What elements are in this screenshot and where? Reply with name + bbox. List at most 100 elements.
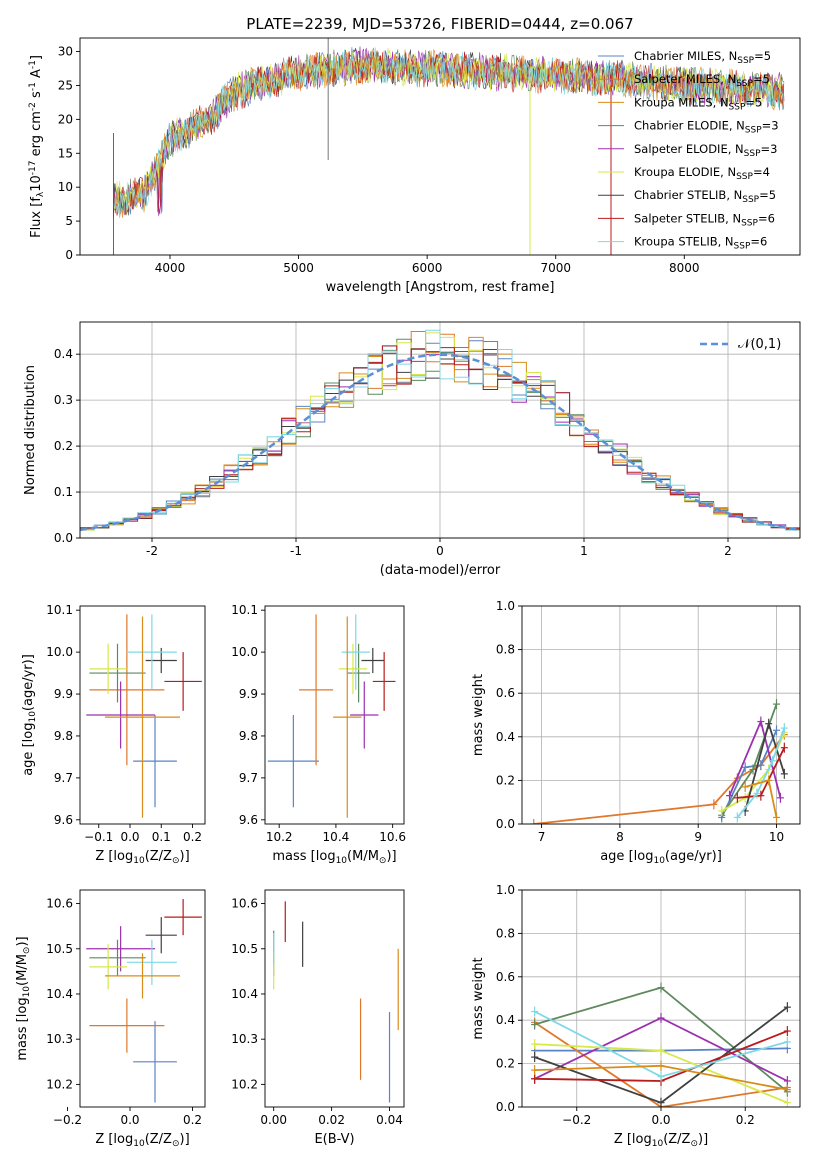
- y-tick-label: 9.8: [54, 729, 73, 743]
- y-tick-label: 10.3: [46, 1032, 73, 1046]
- text-span: =6: [750, 235, 767, 249]
- text-span: 10: [28, 711, 38, 723]
- plot-area: [267, 614, 396, 818]
- y-tick-label: 10.4: [46, 987, 73, 1001]
- panel-mass_vs_Z: −0.2 0.0 0.210.210.310.410.510.6Z [log10(Z…: [15, 889, 206, 1149]
- text-span: =6: [758, 211, 775, 225]
- text-span: Salpeter ELODIE, N: [634, 142, 744, 156]
- text-span: =5: [745, 95, 762, 109]
- y-tick-label: 9.6: [54, 813, 73, 827]
- x-axis-label: Z [log10(Z/Z⊙)]: [614, 1132, 708, 1149]
- x-tick-label: 0.04: [376, 1113, 403, 1127]
- text-span: =5: [754, 49, 771, 63]
- x-tick-label: 0.00: [260, 1113, 287, 1127]
- text-span: SSP: [744, 149, 761, 159]
- y-tick-label: 0.2: [496, 773, 515, 787]
- y-tick-label: 0.3: [54, 393, 73, 407]
- legend-label: Kroupa STELIB, NSSP=6: [634, 235, 767, 252]
- normal-reference-curve: [80, 353, 800, 532]
- text-span: )]: [15, 936, 30, 946]
- axes-frame: [264, 889, 405, 1108]
- text-span: 10: [22, 986, 32, 998]
- panel-age_vs_mass: 10.2 10.4 10.6 9.6 9.7 9.8 9.9 10.0 10.1 mass [lo…: [231, 603, 406, 866]
- histogram-series-8: [80, 329, 800, 531]
- text-span: SSP: [736, 172, 753, 182]
- y-tick-label: 0.8: [496, 643, 515, 657]
- text-span: )]: [698, 1132, 708, 1147]
- text-span: Salpeter MILES, N: [634, 72, 736, 86]
- legend-label: Kroupa MILES, NSSP=5: [634, 95, 762, 112]
- text-span: E(B-V): [314, 1132, 354, 1147]
- text-span: SSP: [742, 195, 759, 205]
- text-span: =4: [753, 165, 770, 179]
- x-tick-label: 0.02: [318, 1113, 345, 1127]
- y-tick-label: 0.4: [496, 730, 515, 744]
- x-tick-label: 2: [724, 544, 732, 558]
- y-tick-label: 9.7: [239, 771, 258, 785]
- text-span: (age/yr)]: [21, 654, 36, 711]
- x-tick-label: 4000: [155, 261, 186, 275]
- y-tick-label: 20: [58, 112, 73, 126]
- text-span: Chabrier ELODIE, N: [634, 119, 745, 133]
- weight-line-7: [736, 727, 786, 819]
- x-tick-label: 0.2: [183, 1113, 202, 1127]
- y-tick-label: 0.2: [496, 1057, 515, 1071]
- y-tick-label: 10.2: [46, 1077, 73, 1091]
- y-tick-label: 9.7: [54, 771, 73, 785]
- x-axis-label: E(B-V): [314, 1132, 354, 1147]
- y-tick-label: 30: [58, 45, 73, 59]
- y-tick-label: 10.5: [46, 942, 73, 956]
- y-tick-label: 0.0: [54, 531, 73, 545]
- text-span: ⊙: [172, 856, 180, 866]
- text-span: -2: [28, 102, 38, 111]
- y-tick-label: 10.6: [46, 897, 73, 911]
- text-span: 10: [29, 175, 44, 192]
- spectrum-line-8: [113, 47, 785, 219]
- panel-weight_vs_Z: −0.2 0.0 0.2 0.0 0.2 0.4 0.6 0.8 1.0 Z [log10(Z/Z…: [471, 883, 801, 1149]
- legend: 𝒩(0,1): [700, 337, 781, 352]
- x-axis-label: mass [log10(M/M⊙)]: [272, 849, 396, 866]
- x-tick-label: 0.1: [152, 830, 171, 844]
- y-tick-label: 0.8: [496, 926, 515, 940]
- text-span: SSP: [745, 126, 762, 136]
- y-tick-label: 1.0: [496, 883, 515, 897]
- y-tick-label: 10.5: [231, 942, 258, 956]
- text-span: Chabrier MILES, N: [634, 49, 737, 63]
- text-span: mass [log: [15, 997, 30, 1060]
- text-span: mass [log: [272, 849, 335, 864]
- x-tick-label: −0.2: [562, 1113, 591, 1127]
- axes-frame: [79, 605, 206, 825]
- y-tick-label: 0.0: [496, 1100, 515, 1114]
- text-span: 10: [133, 1139, 145, 1149]
- text-span: ⊙: [690, 1139, 698, 1149]
- text-span: Z [log: [614, 1132, 652, 1147]
- text-span: ⊙: [172, 1139, 180, 1149]
- legend-label: 𝒩(0,1): [738, 337, 781, 352]
- y-tick-label: 0.0: [496, 817, 515, 831]
- x-tick-label: -2: [146, 544, 158, 558]
- text-span: ⊙: [22, 947, 32, 955]
- axes-frame: [79, 37, 801, 256]
- y-tick-label: 10.1: [46, 603, 73, 617]
- text-span: 10: [133, 856, 145, 866]
- text-span: 𝒩(0,1): [738, 337, 781, 352]
- text-span: age [log: [600, 849, 653, 864]
- panel-mass_vs_ebv: 0.00 0.02 0.04 10.2 10.3 10.4 10.5 10.6 E(B-V): [231, 889, 405, 1147]
- text-span: Chabrier STELIB, N: [634, 188, 742, 202]
- text-span: age [log: [21, 723, 36, 776]
- panel-residuals: -2 -1 0 1 2 0.0 0.1 0.2 0.3 0.4 (data-model)/error…: [23, 321, 801, 578]
- y-tick-label: 10.0: [231, 645, 258, 659]
- text-span: Kroupa STELIB, N: [634, 235, 734, 249]
- y-tick-label: 10.0: [46, 645, 73, 659]
- text-span: Z [log: [95, 1132, 133, 1147]
- text-span: (Z/Z: [663, 1132, 690, 1147]
- text-span: (data-model)/error: [380, 563, 501, 578]
- text-span: ⊙: [379, 856, 387, 866]
- text-span: SSP: [729, 102, 746, 112]
- axes-frame: [264, 605, 405, 825]
- x-tick-label: 0.2: [736, 1113, 755, 1127]
- plot-area: [86, 899, 202, 1103]
- y-tick-label: 1.0: [496, 599, 515, 613]
